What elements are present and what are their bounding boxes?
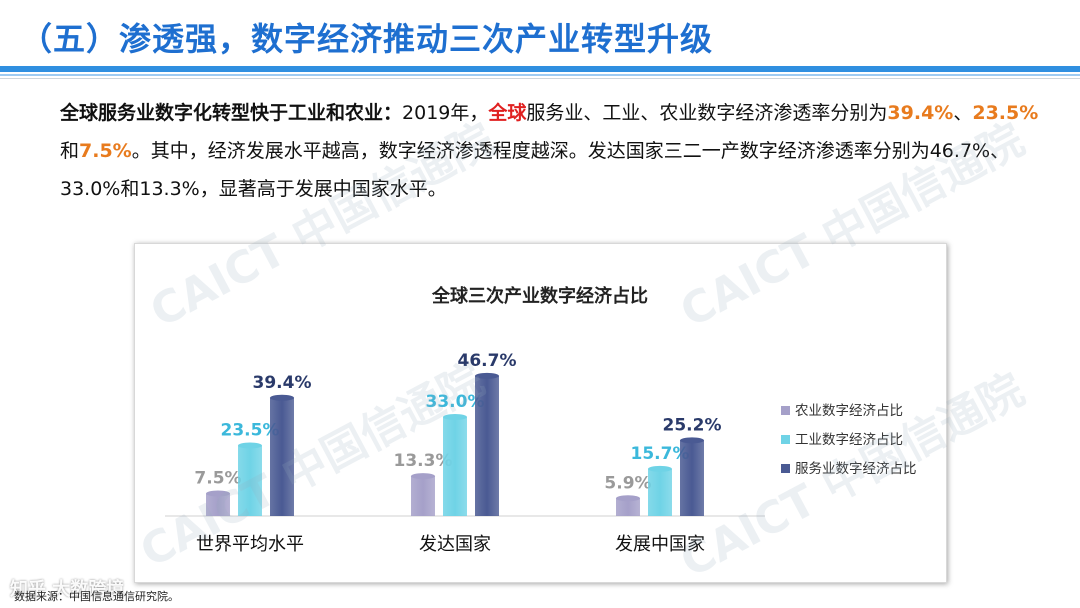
chart-title: 全球三次产业数字经济占比 [431,285,648,307]
bar-cap-agri-0 [206,490,230,497]
summary-sep-2: 和 [60,140,80,162]
summary-paragraph: 全球服务业数字化转型快于工业和农业：2019年，全球服务业、工业、农业数字经济渗… [60,94,1050,208]
bar-industry-1 [443,417,467,516]
bar-service-0 [270,397,294,516]
data-label-service-1: 46.7% [458,351,517,371]
source-watermark: 知乎 大数跨境 [10,579,125,600]
bar-agri-0 [206,493,230,516]
summary-value-industry: 23.5% [972,102,1039,124]
bar-cap-service-0 [270,394,294,401]
summary-text-1: 2019年， [402,102,489,124]
summary-text-3: 。其中，经济发展水平越高，数字经济渗透程度越深。发达国家三二一产数字经济渗透率分… [60,140,1010,200]
title-divider [0,66,1080,72]
bar-agri-1 [411,476,435,516]
bar-service-1 [475,375,499,516]
bar-chart: 全球三次产业数字经济占比 7.5% 23.5% 39.4% 世界平均水平 13.3% 33… [165,285,917,555]
summary-lead: 全球服务业数字化转型快于工业和农业： [60,102,403,124]
data-label-agri-2: 5.9% [604,473,651,493]
legend-swatch-service [781,464,790,473]
data-label-industry-2: 15.7% [631,444,690,464]
summary-value-agri: 7.5% [79,140,132,162]
data-label-agri-1: 13.3% [394,451,453,471]
category-label-2: 发展中国家 [615,534,705,555]
title-divider-secondary [0,74,1080,76]
legend-label-industry: 工业数字经济占比 [795,432,903,448]
bar-industry-2 [648,468,672,516]
legend-label-agri: 农业数字经济占比 [795,403,903,419]
category-label-1: 发达国家 [419,534,491,555]
category-label-0: 世界平均水平 [196,534,304,555]
bar-cap-agri-2 [616,495,640,502]
data-label-agri-0: 7.5% [194,469,241,489]
bar-cap-service-2 [680,437,704,444]
data-source-note: 数据来源：中国信息通信研究院。 [14,590,179,603]
bar-agri-2 [616,498,640,516]
title-divider-thin [0,78,1080,79]
data-label-service-2: 25.2% [663,415,722,435]
page-title: （五）渗透强，数字经济推动三次产业转型升级 [20,20,714,58]
bar-cap-service-1 [475,372,499,379]
data-label-industry-0: 23.5% [221,421,280,441]
legend-swatch-agri [781,406,790,415]
summary-global: 全球 [488,102,527,124]
bar-service-2 [680,440,704,516]
chart-panel: 全球三次产业数字经济占比 7.5% 23.5% 39.4% 世界平均水平 13.3% 33… [134,243,947,583]
bar-cap-industry-1 [443,414,467,420]
bar-cap-industry-2 [648,465,672,472]
summary-value-service: 39.4% [887,102,954,124]
legend-swatch-industry [781,435,790,444]
bar-cap-industry-0 [238,442,262,449]
summary-text-2: 服务业、工业、农业数字经济渗透率分别为 [526,102,888,124]
summary-sep-1: 、 [953,102,973,124]
legend-label-service: 服务业数字经济占比 [795,461,917,477]
data-label-industry-1: 33.0% [426,392,485,412]
bar-industry-0 [238,445,262,516]
data-label-service-0: 39.4% [253,373,312,393]
bar-cap-agri-1 [411,473,435,480]
